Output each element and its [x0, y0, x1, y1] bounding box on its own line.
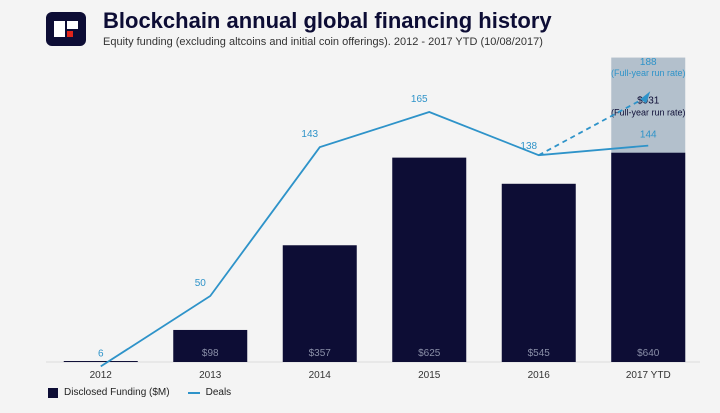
deals-label: 6	[98, 348, 104, 359]
chart-legend: Disclosed Funding ($M) Deals	[48, 387, 249, 398]
legend-swatch-bar	[48, 387, 58, 398]
funding-bar-label: $625	[418, 348, 441, 359]
funding-bar-label: $640	[637, 348, 660, 359]
chart-title: Blockchain annual global financing histo…	[103, 8, 552, 33]
x-tick-label: 2016	[528, 370, 551, 381]
x-tick-label: 2013	[199, 370, 222, 381]
funding-bar-label: $98	[202, 348, 219, 359]
funding-bar-label: $357	[309, 348, 332, 359]
legend-item-deals: Deals	[187, 387, 232, 398]
projection-deals-label: 188	[640, 57, 657, 68]
deals-projection-line	[538, 96, 647, 156]
x-tick-label: 2017 YTD	[626, 370, 671, 381]
legend-item-funding: Disclosed Funding ($M)	[48, 387, 170, 398]
funding-bar	[173, 329, 248, 362]
funding-bar	[501, 183, 576, 362]
funding-bar	[392, 157, 467, 362]
funding-bar	[611, 152, 686, 362]
deals-label: 50	[195, 278, 207, 289]
deals-label: 138	[520, 141, 537, 152]
funding-bar	[282, 245, 357, 362]
legend-label-funding: Disclosed Funding ($M)	[64, 387, 170, 398]
projection-funding-note: (Full-year run rate)	[611, 108, 686, 118]
funding-bar	[63, 361, 138, 363]
projection-deals-note: (Full-year run rate)	[611, 68, 686, 78]
x-tick-label: 2014	[309, 370, 332, 381]
chart-subtitle: Equity funding (excluding altcoins and i…	[103, 36, 543, 48]
deals-line	[100, 111, 649, 368]
projection-arrow-icon	[640, 91, 651, 104]
deals-label: 143	[301, 129, 318, 140]
deals-label: 144	[640, 130, 657, 141]
funding-bar-label: $545	[528, 348, 551, 359]
legend-label-deals: Deals	[205, 387, 232, 398]
legend-swatch-line	[187, 391, 200, 394]
x-tick-label: 2012	[90, 370, 113, 381]
deals-label: 165	[411, 94, 428, 105]
company-logo	[46, 12, 86, 46]
projection-funding-label: $931	[637, 96, 660, 107]
x-tick-label: 2015	[418, 370, 441, 381]
